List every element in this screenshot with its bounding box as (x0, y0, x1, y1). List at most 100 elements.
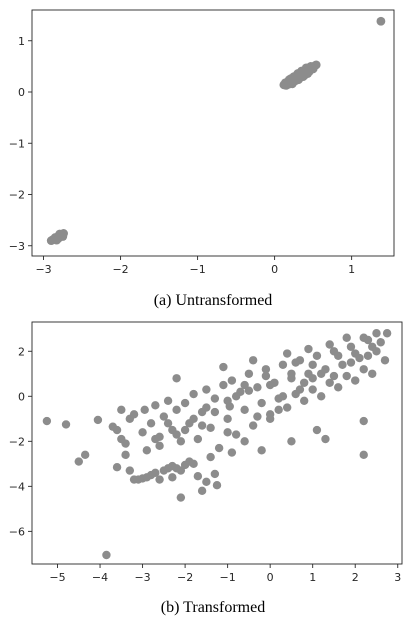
x-tick-label-a: −3 (35, 263, 51, 276)
scatter-point-b (202, 385, 211, 394)
scatter-point-b (299, 396, 309, 405)
x-tick-label-b: −1 (220, 571, 236, 584)
x-tick-label-a: 1 (348, 263, 355, 276)
scatter-point-a (376, 16, 386, 26)
y-tick-label-b: −6 (9, 525, 25, 538)
scatter-point-b (223, 428, 232, 437)
scatter-point-b (382, 329, 392, 338)
scatter-point-b (176, 493, 186, 502)
scatter-point-b (368, 342, 377, 351)
scatter-point-b (155, 441, 164, 451)
y-tick-label-b: 2 (18, 345, 25, 358)
scatter-point-b (214, 443, 224, 453)
scatter-point-b (227, 376, 237, 385)
x-tick-label-b: 1 (309, 571, 316, 584)
scatter-point-b (376, 338, 385, 347)
plot-b-frame (31, 321, 403, 565)
scatter-point-b (338, 360, 347, 369)
scatter-point-b (93, 415, 103, 425)
plot-a-points (46, 16, 386, 246)
scatter-point-b (316, 369, 326, 378)
scatter-point-b (210, 469, 220, 479)
scatter-point-b (193, 434, 203, 444)
scatter-point-b (138, 428, 147, 437)
plot-b-axes: −5 −4 −3 −2 −1 0 1 2 3 −6 −4 −2 0 2 (9, 345, 401, 584)
x-tick-label-b: −2 (177, 571, 193, 584)
y-tick-label-a: −3 (9, 240, 25, 253)
scatter-point-b (151, 434, 160, 444)
scatter-point-b (299, 378, 309, 387)
scatter-point-b (334, 383, 343, 392)
scatter-point-b (155, 475, 164, 484)
scatter-point-b (189, 414, 198, 423)
scatter-point-b (253, 383, 262, 392)
scatter-point-b (180, 398, 190, 408)
x-tick-label-b: 3 (394, 571, 401, 584)
scatter-point-b (80, 450, 90, 460)
scatter-point-b (189, 459, 198, 469)
scatter-point-b (163, 419, 173, 428)
scatter-point-b (363, 351, 373, 360)
y-tick-label-b: −2 (9, 435, 25, 448)
scatter-point-b (227, 448, 237, 457)
scatter-point-b (368, 369, 377, 378)
scatter-point-b (325, 378, 334, 387)
scatter-point-b (163, 396, 173, 405)
scatter-point-b (142, 446, 152, 455)
scatter-point-b (219, 380, 228, 390)
x-tick-label-b: −3 (134, 571, 150, 584)
scatter-point-b (346, 342, 356, 351)
scatter-point-b (176, 437, 186, 446)
scatter-point-b (304, 344, 313, 354)
scatter-point-b (257, 446, 266, 455)
scatter-point-b (359, 365, 368, 374)
scatter-point-b (312, 351, 322, 360)
scatter-point-b (274, 405, 283, 414)
scatter-point-b (168, 473, 177, 482)
scatter-point-b (210, 394, 220, 403)
scatter-point-b (265, 380, 275, 390)
scatter-point-b (240, 405, 249, 414)
scatter-point-b (329, 371, 339, 381)
scatter-point-b (261, 365, 271, 374)
scatter-point-b (308, 360, 317, 369)
scatter-point-b (287, 369, 296, 378)
scatter-point-b (372, 329, 381, 338)
scatter-point-b (193, 472, 203, 481)
scatter-point-b (321, 434, 330, 444)
scatter-point-b (359, 450, 368, 460)
x-tick-label-b: 0 (267, 571, 274, 584)
scatter-point-b (102, 550, 111, 560)
y-tick-label-a: −1 (9, 137, 25, 150)
scatter-point-a (294, 75, 303, 85)
scatter-point-b (74, 457, 83, 466)
scatter-point-b (248, 421, 258, 430)
scatter-point-b (287, 437, 296, 446)
scatter-point-a (306, 61, 316, 71)
scatter-point-b (308, 385, 317, 394)
x-tick-label-b: 2 (352, 571, 359, 584)
scatter-point-b (159, 412, 169, 421)
scatter-point-b (351, 376, 360, 385)
y-tick-label-a: 1 (18, 35, 25, 48)
scatter-point-b (248, 356, 258, 365)
y-tick-label-b: −4 (9, 480, 25, 493)
scatter-point-a (303, 69, 313, 78)
scatter-point-b (172, 405, 181, 414)
scatter-point-b (312, 425, 322, 435)
y-tick-label-b: 0 (18, 390, 25, 403)
scatter-point-b (151, 468, 160, 478)
y-tick-label-a: −2 (9, 189, 25, 202)
scatter-point-a (58, 232, 68, 241)
scatter-point-b (282, 403, 292, 412)
scatter-point-b (180, 425, 190, 435)
scatter-point-b (316, 392, 326, 401)
scatter-point-b (265, 414, 275, 423)
scatter-point-b (112, 425, 122, 435)
scatter-point-b (308, 374, 317, 383)
y-tick-label-a: 0 (18, 86, 25, 99)
scatter-point-b (253, 412, 262, 421)
scatter-point-b (325, 340, 334, 349)
scatter-point-b (129, 410, 139, 419)
